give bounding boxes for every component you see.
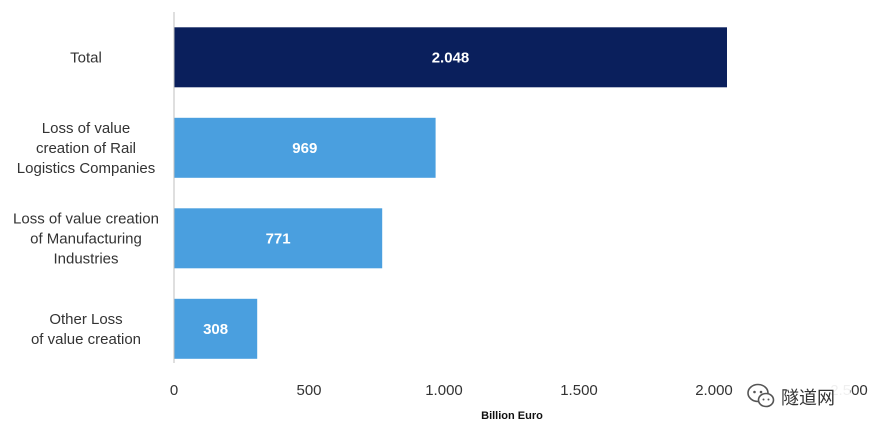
category-label: Other Loss of value creation (31, 311, 141, 348)
category-label-line: creation of Rail (36, 140, 136, 157)
category-label-line: Other Loss (49, 311, 122, 328)
x-axis-title: Billion Euro (481, 410, 543, 422)
x-tick-label: 0 (170, 382, 178, 399)
wechat-icon (747, 383, 775, 408)
category-label: Loss of value creation of Rail Logistics C… (17, 120, 155, 177)
watermark-text: 隧道网 (781, 388, 835, 409)
category-label-line: of Manufacturing (30, 230, 142, 247)
x-tick-label: 1.500 (560, 382, 598, 399)
bar-1 (174, 117, 436, 178)
bar-3 (174, 298, 258, 359)
x-tick-label: 500 (296, 382, 321, 399)
bar-0 (174, 27, 727, 88)
bar-value-label: 969 (292, 140, 317, 157)
x-tick-label: 1.000 (425, 382, 463, 399)
bars-group: 2.048 969 771 308 (174, 27, 727, 359)
category-label: Loss of value creation of Manufacturing In… (13, 210, 159, 267)
bar-value-label: 2.048 (432, 49, 470, 66)
category-label-line: Total (70, 49, 102, 66)
bar-2 (174, 208, 383, 269)
watermark: 隧道网 (738, 378, 850, 414)
category-label-line: of value creation (31, 331, 141, 348)
bar-value-label: 771 (266, 230, 291, 247)
x-tick-label: 2.000 (695, 382, 733, 399)
category-label-line: Loss of value creation (13, 210, 159, 227)
category-label: Total (70, 49, 102, 66)
category-label-line: Industries (53, 250, 118, 267)
category-label-line: Logistics Companies (17, 160, 155, 177)
category-label-line: Loss of value (42, 120, 130, 137)
bar-value-label: 308 (203, 321, 228, 338)
category-labels: Total Loss of value creation of Rail Logist… (13, 49, 159, 348)
